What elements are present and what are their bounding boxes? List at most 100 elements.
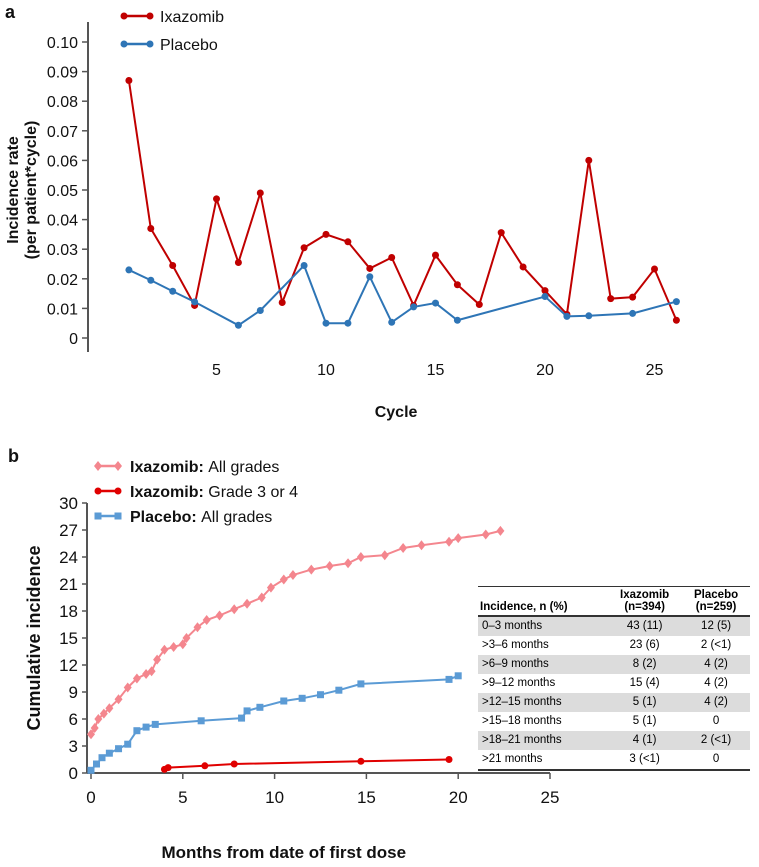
data-point bbox=[182, 633, 191, 643]
data-point bbox=[410, 303, 418, 311]
legend-label: Placebo: All grades bbox=[130, 509, 272, 526]
row-placebo: 4 (2) bbox=[682, 655, 750, 674]
data-point bbox=[160, 644, 169, 655]
x-tick-label: 20 bbox=[536, 362, 554, 379]
y-tick-label: 30 bbox=[59, 494, 78, 513]
y-tick-label: 15 bbox=[59, 629, 78, 648]
header-incidence: Incidence, n (%) bbox=[478, 586, 608, 617]
legend-label: Ixazomib: All grades bbox=[130, 459, 279, 476]
legend-label-bold: Placebo: bbox=[130, 509, 197, 526]
data-point bbox=[366, 273, 374, 281]
row-ixazomib: 43 (11) bbox=[607, 616, 683, 636]
data-point bbox=[234, 259, 242, 267]
data-point bbox=[496, 525, 505, 536]
y-tick-label: 18 bbox=[59, 602, 78, 621]
panel-b-label: b bbox=[8, 446, 19, 466]
data-point bbox=[125, 266, 133, 274]
y-tick-label: 0.02 bbox=[47, 272, 78, 289]
legend-label: Ixazomib bbox=[160, 9, 224, 26]
row-placebo: 2 (<1) bbox=[700, 639, 732, 651]
table-row: >12–15 months 5 (1) 4 (2) bbox=[478, 693, 750, 712]
data-point bbox=[344, 319, 352, 327]
x-axis-title: Cycle bbox=[375, 404, 418, 421]
x-tick-label: 25 bbox=[541, 788, 560, 807]
data-point bbox=[142, 723, 150, 731]
data-point bbox=[366, 264, 374, 272]
data-point bbox=[454, 672, 462, 680]
data-point bbox=[497, 229, 505, 237]
data-point bbox=[317, 691, 324, 699]
data-point bbox=[279, 574, 288, 585]
data-point bbox=[105, 703, 114, 714]
data-point bbox=[169, 287, 177, 295]
row-period: >15–18 months bbox=[482, 715, 562, 727]
data-point bbox=[201, 762, 209, 770]
row-ixazomib: 15 (4) bbox=[629, 677, 660, 689]
y-tick-label: 0 bbox=[69, 331, 78, 348]
data-point bbox=[197, 717, 205, 725]
data-point bbox=[357, 757, 365, 765]
row-placebo: 12 (5) bbox=[682, 616, 750, 636]
data-point bbox=[585, 156, 593, 164]
header-placebo-n: (n=259) bbox=[695, 601, 737, 613]
series-line bbox=[90, 529, 501, 735]
row-period: 0–3 months bbox=[478, 616, 608, 636]
data-point bbox=[105, 749, 113, 757]
x-tick-label: 5 bbox=[212, 362, 221, 379]
data-point bbox=[151, 720, 159, 728]
row-period: >6–9 months bbox=[478, 655, 608, 674]
data-point bbox=[191, 298, 199, 306]
data-point bbox=[453, 316, 461, 324]
legend-marker bbox=[114, 512, 122, 520]
legend-label-rest: Grade 3 or 4 bbox=[204, 484, 298, 501]
y-tick-label: 12 bbox=[59, 656, 78, 675]
data-point bbox=[322, 230, 330, 238]
data-point bbox=[215, 610, 224, 621]
data-point bbox=[322, 319, 330, 327]
legend-label-rest: All grades bbox=[197, 509, 273, 526]
y-axis-title-line1: Incidence rate bbox=[5, 136, 22, 244]
row-ixazomib: 8 (2) bbox=[607, 655, 683, 674]
data-point bbox=[125, 76, 133, 84]
legend-marker bbox=[94, 461, 102, 471]
row-ixazomib: 4 (1) bbox=[607, 731, 683, 750]
data-point bbox=[99, 708, 108, 719]
row-ixazomib: 5 (1) bbox=[632, 715, 657, 727]
table-row: 0–3 months 43 (11) 12 (5) bbox=[478, 616, 750, 636]
series-line bbox=[90, 674, 459, 771]
row-period: >3–6 months bbox=[482, 639, 549, 651]
row-period: >12–15 months bbox=[478, 693, 608, 712]
data-point bbox=[238, 714, 246, 722]
data-point bbox=[298, 694, 306, 702]
data-point bbox=[417, 540, 426, 551]
x-axis-title-b: Months from date of first dose bbox=[161, 843, 406, 862]
data-point bbox=[335, 686, 343, 694]
series-line-placebo bbox=[128, 263, 677, 327]
data-point bbox=[300, 261, 308, 269]
data-point bbox=[380, 550, 389, 561]
y-tick-label: 0.06 bbox=[47, 153, 78, 170]
series-line-ixazomib bbox=[127, 80, 678, 321]
incidence-table: Incidence, n (%) Ixazomib (n=394) Placebo… bbox=[478, 586, 750, 771]
x-tick-label: 5 bbox=[178, 788, 187, 807]
y-tick-label: 0.10 bbox=[47, 35, 78, 52]
legend-marker bbox=[146, 40, 154, 48]
y-tick-label: 24 bbox=[59, 548, 78, 567]
data-point bbox=[672, 316, 680, 324]
data-point bbox=[87, 729, 95, 740]
data-point bbox=[93, 760, 101, 768]
legend-label-bold: Ixazomib: bbox=[130, 484, 204, 501]
y-tick-label: 0.04 bbox=[47, 213, 78, 230]
data-point bbox=[356, 552, 365, 562]
data-point bbox=[307, 564, 316, 575]
header-ixazomib-label: Ixazomib bbox=[620, 589, 670, 601]
data-point bbox=[132, 673, 141, 684]
data-point bbox=[147, 276, 155, 284]
y-axis-title-line2: (per patient*cycle) bbox=[23, 121, 40, 260]
y-tick-label: 21 bbox=[59, 575, 78, 594]
data-point bbox=[280, 697, 288, 705]
x-tick-label: 25 bbox=[646, 362, 664, 379]
y-tick-label: 0.01 bbox=[47, 301, 78, 318]
row-ixazomib: 5 (1) bbox=[607, 693, 683, 712]
table-row: >9–12 months 15 (4) 4 (2) bbox=[478, 674, 750, 693]
